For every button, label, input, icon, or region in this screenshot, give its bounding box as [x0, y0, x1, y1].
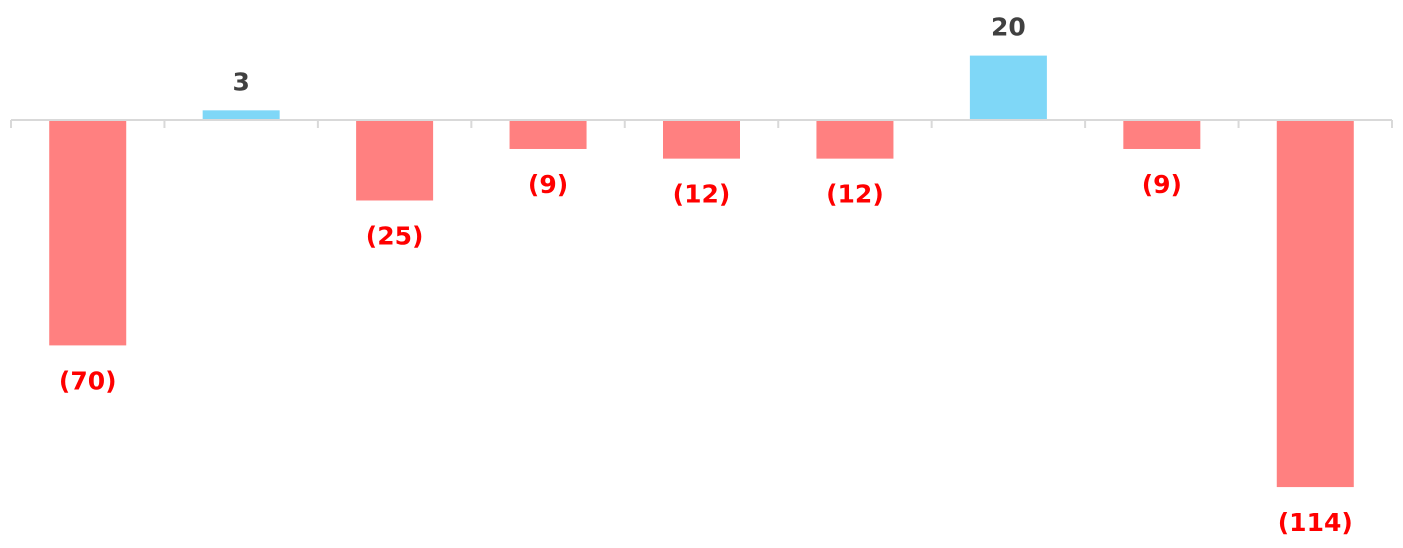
x-axis	[10, 119, 1393, 128]
bar	[816, 120, 894, 159]
data-label: 20	[991, 13, 1026, 42]
data-label: (9)	[1142, 170, 1182, 199]
bar	[969, 55, 1047, 120]
data-label: 3	[232, 67, 249, 96]
bar	[1123, 120, 1201, 149]
data-label: (9)	[528, 170, 568, 199]
data-label: (12)	[826, 180, 884, 209]
bar	[663, 120, 740, 159]
data-label: (25)	[366, 222, 424, 251]
bar	[202, 110, 280, 120]
data-labels-layer: (70) 3 (25) (9) (12) (12) 20 (9) (114)	[59, 13, 1353, 537]
bar	[356, 120, 434, 201]
data-label: (114)	[1278, 508, 1353, 537]
bar	[1276, 120, 1354, 488]
bar	[49, 120, 127, 346]
data-label: (70)	[59, 366, 117, 395]
bar	[509, 120, 587, 149]
bars-layer	[49, 55, 1354, 488]
data-label: (12)	[673, 180, 731, 209]
